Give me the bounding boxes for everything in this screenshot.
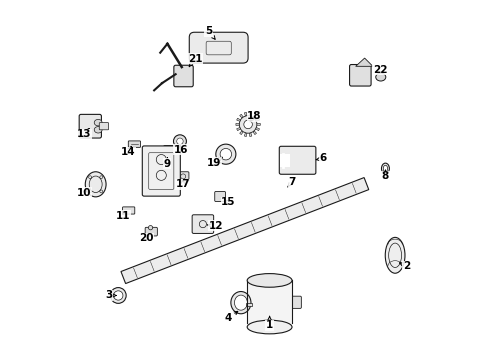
- Text: 20: 20: [139, 233, 153, 243]
- FancyBboxPatch shape: [244, 296, 256, 309]
- Wedge shape: [244, 132, 246, 136]
- FancyBboxPatch shape: [192, 215, 213, 233]
- Wedge shape: [256, 123, 260, 126]
- FancyBboxPatch shape: [145, 227, 157, 236]
- FancyBboxPatch shape: [163, 145, 173, 161]
- Circle shape: [176, 138, 183, 144]
- Ellipse shape: [85, 172, 106, 197]
- FancyBboxPatch shape: [189, 32, 247, 63]
- Wedge shape: [244, 112, 246, 116]
- Ellipse shape: [385, 237, 404, 273]
- Wedge shape: [252, 114, 256, 118]
- Text: 10: 10: [77, 188, 91, 198]
- Ellipse shape: [247, 274, 291, 287]
- Text: 18: 18: [247, 111, 261, 122]
- Text: 5: 5: [204, 26, 215, 39]
- Polygon shape: [121, 177, 368, 284]
- Wedge shape: [235, 123, 239, 126]
- Text: 21: 21: [187, 54, 202, 67]
- FancyBboxPatch shape: [288, 296, 301, 309]
- Ellipse shape: [94, 120, 102, 126]
- Text: 3: 3: [105, 291, 116, 301]
- Text: 13: 13: [77, 129, 91, 139]
- Ellipse shape: [230, 292, 250, 314]
- Circle shape: [220, 148, 231, 160]
- Polygon shape: [355, 58, 372, 66]
- FancyBboxPatch shape: [128, 141, 140, 147]
- Text: 12: 12: [207, 221, 223, 231]
- Bar: [280, 154, 290, 167]
- Wedge shape: [249, 112, 251, 116]
- FancyBboxPatch shape: [214, 192, 225, 202]
- Wedge shape: [239, 131, 243, 135]
- Wedge shape: [236, 118, 240, 121]
- Text: 17: 17: [175, 179, 190, 189]
- Text: 4: 4: [224, 311, 237, 323]
- Circle shape: [148, 226, 152, 230]
- Circle shape: [173, 135, 186, 148]
- Text: 1: 1: [265, 316, 273, 330]
- Circle shape: [113, 291, 122, 300]
- FancyBboxPatch shape: [174, 65, 193, 87]
- Text: 14: 14: [121, 147, 135, 157]
- FancyBboxPatch shape: [177, 172, 188, 181]
- Circle shape: [239, 116, 256, 133]
- Text: 8: 8: [381, 170, 388, 181]
- Text: 9: 9: [163, 158, 171, 169]
- Ellipse shape: [381, 163, 388, 174]
- Wedge shape: [255, 118, 259, 121]
- FancyBboxPatch shape: [79, 114, 101, 138]
- Ellipse shape: [234, 295, 247, 310]
- Ellipse shape: [247, 320, 291, 334]
- Text: 16: 16: [173, 144, 187, 154]
- FancyBboxPatch shape: [349, 64, 370, 86]
- Text: 19: 19: [206, 157, 222, 168]
- Ellipse shape: [383, 165, 387, 172]
- Wedge shape: [255, 127, 259, 131]
- Circle shape: [110, 288, 126, 303]
- FancyBboxPatch shape: [122, 207, 135, 214]
- Text: 11: 11: [116, 211, 130, 221]
- Wedge shape: [252, 131, 256, 135]
- Text: 15: 15: [221, 197, 235, 207]
- FancyBboxPatch shape: [279, 146, 315, 174]
- Bar: [247, 280, 291, 327]
- Text: 7: 7: [287, 177, 295, 187]
- Text: 2: 2: [399, 261, 409, 271]
- Wedge shape: [236, 127, 240, 131]
- Ellipse shape: [375, 73, 385, 81]
- Text: 6: 6: [316, 153, 326, 163]
- Text: 22: 22: [372, 64, 386, 75]
- FancyBboxPatch shape: [142, 146, 180, 196]
- FancyBboxPatch shape: [99, 123, 108, 130]
- Wedge shape: [239, 114, 243, 118]
- Ellipse shape: [94, 127, 102, 133]
- Circle shape: [215, 144, 235, 164]
- Wedge shape: [249, 132, 251, 136]
- Circle shape: [244, 120, 252, 129]
- Bar: [246, 303, 251, 306]
